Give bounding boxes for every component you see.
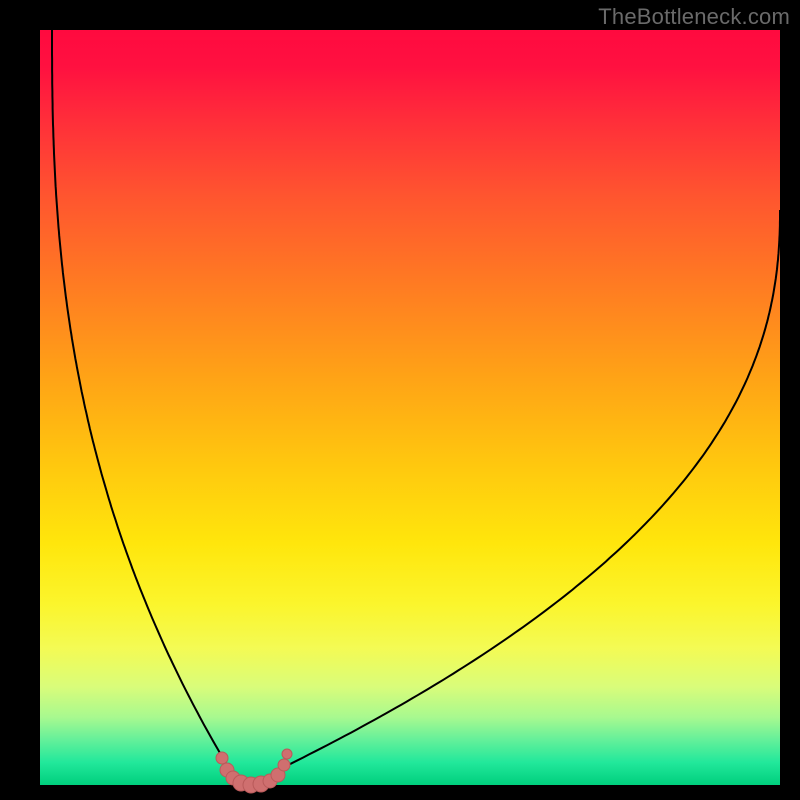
bottleneck-plot <box>0 0 800 800</box>
plot-background-gradient <box>40 30 780 785</box>
watermark-text: TheBottleneck.com <box>598 4 790 30</box>
valley-bead <box>278 759 290 771</box>
valley-bead <box>282 749 292 759</box>
valley-bead <box>216 752 228 764</box>
stage: TheBottleneck.com <box>0 0 800 800</box>
